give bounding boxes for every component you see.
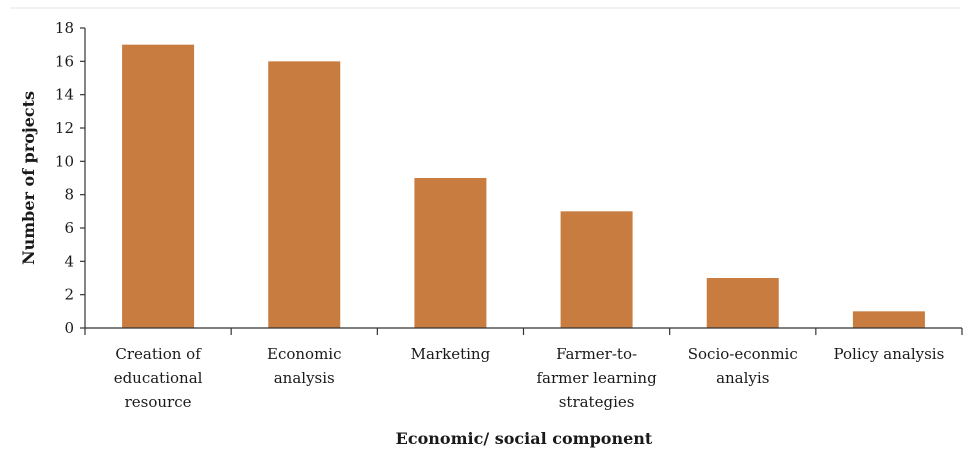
x-category-label: Creation of xyxy=(115,345,202,363)
x-category-label: Farmer-to- xyxy=(556,345,637,363)
x-category-label: Socio-econmic xyxy=(688,345,798,363)
bar xyxy=(852,311,925,328)
bar xyxy=(706,278,779,328)
bars-group xyxy=(122,44,925,329)
x-category-label: resource xyxy=(125,393,192,411)
bar xyxy=(122,44,195,329)
y-ticks-group: 0 2 4 6 8 10 12 14 16 18 xyxy=(55,19,85,337)
y-tick-label: 14 xyxy=(55,86,74,104)
y-tick-label: 4 xyxy=(64,252,74,270)
y-axis-title: Number of projects xyxy=(19,91,38,265)
x-category-label: educational xyxy=(114,369,203,387)
bar xyxy=(268,61,341,328)
x-category-label: analysis xyxy=(274,369,335,387)
x-category-label: analyis xyxy=(716,369,769,387)
x-category-label: Marketing xyxy=(411,345,491,363)
y-tick-label: 10 xyxy=(55,152,74,170)
y-tick-label: 0 xyxy=(64,319,74,337)
x-ticks-group xyxy=(84,328,963,335)
bar xyxy=(560,211,633,328)
x-category-label: Economic xyxy=(267,345,342,363)
bar xyxy=(414,178,487,328)
x-category-label: Policy analysis xyxy=(834,345,945,363)
x-category-label: strategies xyxy=(559,393,635,411)
y-tick-label: 2 xyxy=(64,286,74,304)
y-tick-label: 12 xyxy=(55,119,74,137)
x-category-label: farmer learning xyxy=(536,369,657,387)
y-tick-label: 6 xyxy=(64,219,74,237)
y-tick-label: 18 xyxy=(55,19,74,37)
y-tick-label: 16 xyxy=(55,52,74,70)
x-axis-title: Economic/ social component xyxy=(396,429,653,448)
x-labels-group: Creation of educational resource Economic an… xyxy=(114,345,945,411)
y-tick-label: 8 xyxy=(64,186,74,204)
